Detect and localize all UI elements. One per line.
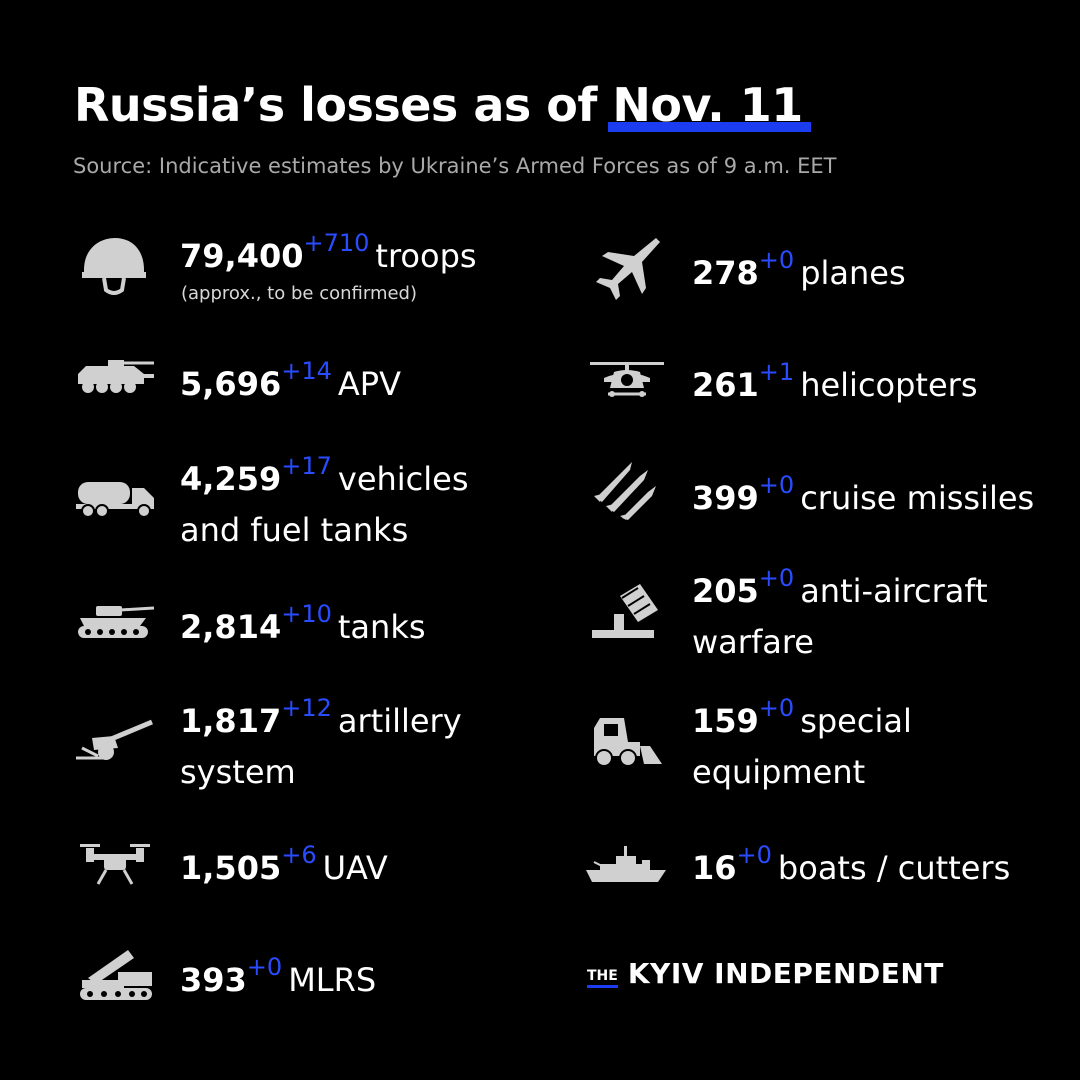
stat-label: tanks xyxy=(337,608,426,646)
tank-icon xyxy=(74,604,156,640)
jet-icon xyxy=(594,236,660,302)
stat-mlrs: 393+0 MLRS xyxy=(180,953,377,1007)
title-prefix: Russia’s losses as of xyxy=(74,78,597,132)
stat-delta: +6 xyxy=(281,841,317,869)
stat-label: MLRS xyxy=(288,961,377,999)
stat-value: 261 xyxy=(692,366,759,404)
mlrs-icon xyxy=(74,944,156,1004)
stat-delta: +710 xyxy=(303,229,370,257)
stat-value: 399 xyxy=(692,479,759,517)
stat-label: cruise missiles xyxy=(800,479,1035,517)
stat-troops: 79,400+710 troops xyxy=(180,229,477,283)
stat-label-line2: system xyxy=(180,753,296,791)
warship-icon xyxy=(586,842,668,884)
stat-label: helicopters xyxy=(800,366,978,404)
stat-vehicles: 4,259+17 vehicles and fuel tanks xyxy=(180,452,469,554)
missiles-icon xyxy=(594,458,660,520)
logo-the-text: THE xyxy=(587,968,618,984)
stat-value: 159 xyxy=(692,702,759,740)
stat-value: 5,696 xyxy=(180,365,282,403)
stat-value: 4,259 xyxy=(180,460,282,498)
stat-delta: +0 xyxy=(758,471,795,499)
stat-delta: +12 xyxy=(281,694,332,722)
stat-label-line2: equipment xyxy=(692,753,866,791)
stat-value: 79,400 xyxy=(180,237,304,275)
kyiv-independent-logo: THE KYIV INDEPENDENT xyxy=(587,958,944,990)
stat-planes: 278+0 planes xyxy=(692,246,906,300)
troops-note: (approx., to be confirmed) xyxy=(181,283,417,304)
stat-value: 2,814 xyxy=(180,608,282,646)
apv-icon xyxy=(74,360,156,396)
stat-label: special xyxy=(800,702,912,740)
stat-delta: +14 xyxy=(281,357,332,385)
stat-value: 1,505 xyxy=(180,849,282,887)
anti-aircraft-icon xyxy=(592,584,662,642)
helicopter-icon xyxy=(590,360,664,400)
stat-uav: 1,505+6 UAV xyxy=(180,841,388,895)
stat-value: 205 xyxy=(692,572,759,610)
stat-delta: +10 xyxy=(281,600,332,628)
stat-value: 278 xyxy=(692,254,759,292)
stat-delta: +1 xyxy=(758,358,795,386)
stat-label: APV xyxy=(337,365,401,403)
stat-delta: +0 xyxy=(736,841,772,869)
stat-boats: 16+0 boats / cutters xyxy=(692,841,1011,895)
stat-apv: 5,696+14 APV xyxy=(180,357,401,411)
stat-label-line2: warfare xyxy=(692,623,814,661)
stat-label: boats / cutters xyxy=(777,849,1011,887)
stat-anti-aircraft: 205+0 anti-aircraft warfare xyxy=(692,564,988,666)
page-title: Russia’s losses as of Nov. 11 xyxy=(74,76,811,134)
artillery-icon xyxy=(74,718,156,764)
title-date: Nov. 11 xyxy=(608,76,811,134)
stat-delta: +0 xyxy=(758,246,795,274)
stat-helicopters: 261+1 helicopters xyxy=(692,358,978,412)
source-note: Source: Indicative estimates by Ukraine’… xyxy=(73,154,837,178)
logo-the: THE xyxy=(587,968,618,990)
stat-delta: +17 xyxy=(281,452,332,480)
stat-delta: +0 xyxy=(246,953,283,981)
helmet-icon xyxy=(78,234,148,296)
stat-value: 16 xyxy=(692,849,737,887)
stat-delta: +0 xyxy=(758,694,795,722)
stat-value: 1,817 xyxy=(180,702,282,740)
drone-icon xyxy=(80,842,150,886)
logo-the-underline xyxy=(587,985,618,988)
stat-label: planes xyxy=(800,254,906,292)
stat-label: troops xyxy=(375,237,477,275)
stat-label: vehicles xyxy=(337,460,469,498)
stat-label-line2: and fuel tanks xyxy=(180,511,409,549)
stat-label: artillery xyxy=(337,702,462,740)
logo-name: KYIV INDEPENDENT xyxy=(627,957,944,990)
stat-delta: +0 xyxy=(758,564,795,592)
stat-cruise-missiles: 399+0 cruise missiles xyxy=(692,471,1035,525)
stat-artillery: 1,817+12 artillery system xyxy=(180,694,462,796)
stat-label: UAV xyxy=(322,849,388,887)
bulldozer-icon xyxy=(590,716,664,768)
stat-label: anti-aircraft xyxy=(800,572,988,610)
stat-special-equipment: 159+0 special equipment xyxy=(692,694,912,796)
fuel-truck-icon xyxy=(74,478,156,518)
stat-value: 393 xyxy=(180,961,247,999)
stat-tanks: 2,814+10 tanks xyxy=(180,600,426,654)
